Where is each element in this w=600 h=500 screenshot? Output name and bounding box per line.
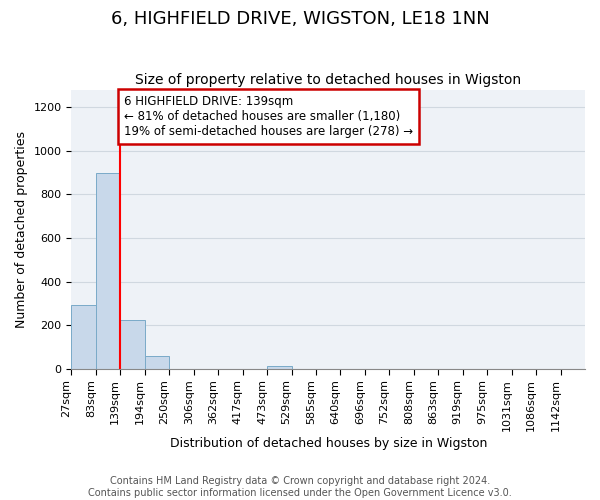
Bar <box>121 320 145 369</box>
X-axis label: Distribution of detached houses by size in Wigston: Distribution of detached houses by size … <box>170 437 487 450</box>
Title: Size of property relative to detached houses in Wigston: Size of property relative to detached ho… <box>135 73 521 87</box>
Bar <box>96 172 121 369</box>
Bar <box>267 366 292 369</box>
Text: 6, HIGHFIELD DRIVE, WIGSTON, LE18 1NN: 6, HIGHFIELD DRIVE, WIGSTON, LE18 1NN <box>110 10 490 28</box>
Text: Contains HM Land Registry data © Crown copyright and database right 2024.
Contai: Contains HM Land Registry data © Crown c… <box>88 476 512 498</box>
Text: 6 HIGHFIELD DRIVE: 139sqm
← 81% of detached houses are smaller (1,180)
19% of se: 6 HIGHFIELD DRIVE: 139sqm ← 81% of detac… <box>124 95 413 138</box>
Bar <box>71 304 96 369</box>
Y-axis label: Number of detached properties: Number of detached properties <box>15 131 28 328</box>
Bar <box>145 356 169 369</box>
